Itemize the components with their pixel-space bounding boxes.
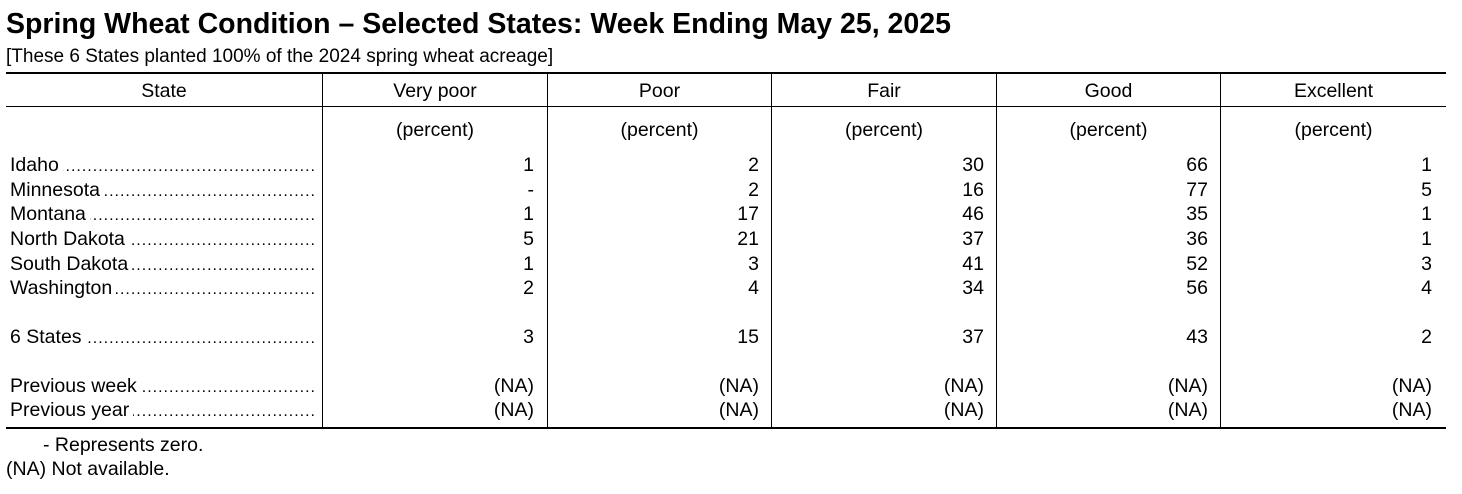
state-name: Washington <box>10 277 117 299</box>
cell-good: 52 <box>1186 253 1208 275</box>
cell-fair: 46 <box>962 203 984 225</box>
footnote-na: (NA) Not available. <box>6 458 170 480</box>
cell-very-poor: 1 <box>523 154 534 176</box>
cell-good: 43 <box>1186 326 1208 348</box>
state-name: Montana <box>10 203 90 225</box>
cell-poor: 2 <box>748 154 759 176</box>
total-label: 6 States <box>10 326 86 348</box>
cell-very-poor: - <box>527 179 535 201</box>
cell-excellent: 1 <box>1421 228 1432 250</box>
table-bottom-rule <box>6 427 1446 429</box>
comparison-row: Previous week...........................… <box>0 374 1462 399</box>
cell-good: 77 <box>1186 179 1208 201</box>
comparison-label: Previous year <box>10 399 134 421</box>
cell-fair: (NA) <box>943 375 984 397</box>
row-label: Previous year...........................… <box>10 398 316 423</box>
unit-label: (percent) <box>844 119 924 141</box>
cell-excellent: 1 <box>1421 154 1432 176</box>
state-name: North Dakota <box>10 228 129 250</box>
cell-excellent: 1 <box>1421 203 1432 225</box>
unit-label: (percent) <box>1294 119 1373 141</box>
cell-very-poor: 1 <box>523 203 534 225</box>
row-label: Minnesota...............................… <box>10 178 316 203</box>
cell-excellent: 3 <box>1421 253 1432 275</box>
cell-very-poor: (NA) <box>493 399 534 421</box>
table-top-rule <box>6 72 1446 74</box>
column-divider <box>771 74 772 428</box>
column-header-very-poor: Very poor <box>393 80 477 102</box>
cell-very-poor: (NA) <box>493 375 534 397</box>
cell-fair: 30 <box>962 154 984 176</box>
cell-good: 36 <box>1186 228 1208 250</box>
cell-very-poor: 5 <box>523 228 534 250</box>
column-divider <box>996 74 997 428</box>
column-header-good: Good <box>1084 80 1133 102</box>
state-name: Minnesota <box>10 179 104 201</box>
row-label: Previous week...........................… <box>10 374 316 399</box>
cell-excellent: 5 <box>1421 179 1432 201</box>
table-row: Washington..............................… <box>0 276 1462 301</box>
cell-very-poor: 2 <box>523 277 534 299</box>
column-divider <box>1220 74 1221 428</box>
cell-poor: 21 <box>737 228 759 250</box>
cell-fair: 37 <box>962 326 984 348</box>
row-label: North Dakota............................… <box>10 227 316 252</box>
row-label: South Dakota............................… <box>10 252 316 277</box>
table-row: North Dakota............................… <box>0 227 1462 252</box>
cell-fair: 34 <box>962 277 984 299</box>
row-label: Montana.................................… <box>10 202 316 227</box>
table-row: South Dakota............................… <box>0 252 1462 277</box>
comparison-label: Previous week <box>10 375 141 397</box>
cell-good: (NA) <box>1167 399 1208 421</box>
comparison-row: Previous year...........................… <box>0 398 1462 423</box>
page-title: Spring Wheat Condition – Selected States… <box>6 8 951 40</box>
state-name: South Dakota <box>10 253 133 275</box>
cell-very-poor: 1 <box>523 253 534 275</box>
total-row: 6 States................................… <box>0 325 1462 350</box>
cell-fair: 37 <box>962 228 984 250</box>
leader-dots: ........................................… <box>10 330 316 347</box>
column-divider <box>547 74 548 428</box>
cell-good: 66 <box>1186 154 1208 176</box>
unit-label: (percent) <box>1069 119 1148 141</box>
state-name: Idaho <box>10 154 63 176</box>
row-label: Idaho...................................… <box>10 153 316 178</box>
row-label: 6 States................................… <box>10 325 316 350</box>
table-row: Minnesota...............................… <box>0 178 1462 203</box>
column-header-excellent: Excellent <box>1293 80 1374 102</box>
cell-excellent: (NA) <box>1391 375 1432 397</box>
cell-fair: (NA) <box>943 399 984 421</box>
cell-poor: 17 <box>737 203 759 225</box>
cell-good: 35 <box>1186 203 1208 225</box>
column-header-state: State <box>141 80 187 102</box>
row-label: Washington..............................… <box>10 276 316 301</box>
cell-excellent: (NA) <box>1391 399 1432 421</box>
cell-fair: 16 <box>962 179 984 201</box>
header-bottom-rule <box>6 106 1446 107</box>
leader-dots: ........................................… <box>10 158 316 175</box>
column-header-fair: Fair <box>867 80 901 102</box>
table-subtitle: [These 6 States planted 100% of the 2024… <box>6 46 554 67</box>
cell-poor: 4 <box>748 277 759 299</box>
table-row: Montana.................................… <box>0 202 1462 227</box>
cell-poor: (NA) <box>718 375 759 397</box>
cell-good: (NA) <box>1167 375 1208 397</box>
cell-poor: 15 <box>737 326 759 348</box>
column-header-poor: Poor <box>638 80 681 102</box>
cell-very-poor: 3 <box>523 326 534 348</box>
table-row: Idaho...................................… <box>0 153 1462 178</box>
cell-poor: (NA) <box>718 399 759 421</box>
cell-poor: 2 <box>748 179 759 201</box>
column-divider <box>322 74 323 428</box>
cell-fair: 41 <box>962 253 984 275</box>
cell-excellent: 2 <box>1421 326 1432 348</box>
footnote-zero: - Represents zero. <box>43 434 204 456</box>
unit-label: (percent) <box>620 119 699 141</box>
cell-poor: 3 <box>748 253 759 275</box>
unit-label: (percent) <box>395 119 475 141</box>
cell-excellent: 4 <box>1421 277 1432 299</box>
cell-good: 56 <box>1186 277 1208 299</box>
